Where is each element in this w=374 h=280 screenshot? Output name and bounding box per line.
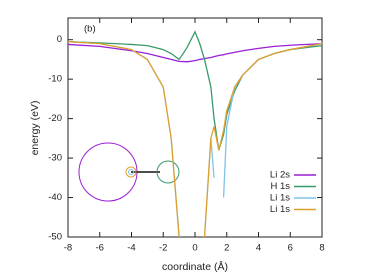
series-line [68, 41, 322, 237]
h-1s-orbital [156, 160, 180, 184]
legend-label: Li 2s [270, 170, 290, 181]
y-axis-label: energy (eV) [29, 101, 41, 156]
y-tick-label: 0 [57, 34, 62, 45]
series-line [68, 43, 322, 63]
inset-diagram [78, 142, 180, 202]
x-tick-label: 2 [224, 243, 229, 254]
li-1s-orbital [125, 166, 137, 178]
x-tick-label: -4 [127, 243, 135, 254]
x-tick-label: -6 [96, 243, 104, 254]
x-tick-label: 4 [256, 243, 261, 254]
x-axis-label: coordinate (Å) [162, 260, 228, 273]
panel-label: (b) [84, 24, 96, 35]
y-tick-label: -50 [48, 232, 62, 243]
li-1s-inner [128, 169, 134, 175]
legend-label: H 1s [270, 181, 290, 192]
x-tick-label: 0 [192, 243, 197, 254]
y-tick-label: -30 [48, 153, 62, 164]
plot-lines [68, 30, 322, 237]
x-tick-label: -8 [64, 243, 72, 254]
y-tick-label: -10 [48, 74, 62, 85]
x-tick-label: -2 [159, 243, 167, 254]
x-tick-label: 8 [319, 243, 324, 254]
y-tick-label: -20 [48, 113, 62, 124]
legend-label: Li 1s [270, 193, 290, 204]
y-tick-label: -40 [48, 192, 62, 203]
series-line [68, 30, 322, 151]
x-tick-label: 6 [288, 243, 293, 254]
legend-label: Li 1s [270, 204, 290, 215]
